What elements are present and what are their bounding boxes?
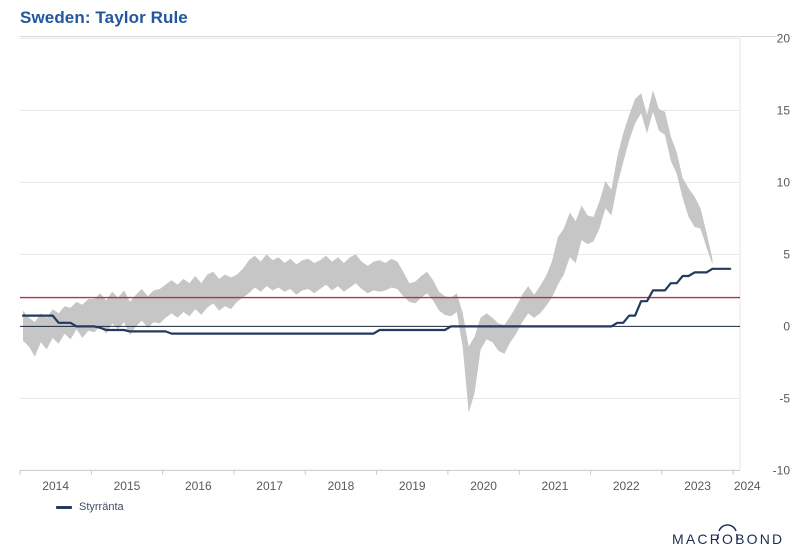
logo-orbit-dash-right-icon [735, 533, 739, 541]
svg-text:2017: 2017 [256, 479, 283, 493]
svg-text:20: 20 [777, 32, 791, 46]
svg-text:-5: -5 [779, 392, 790, 406]
svg-text:2020: 2020 [470, 479, 497, 493]
svg-text:5: 5 [783, 248, 790, 262]
svg-text:2014: 2014 [42, 479, 69, 493]
macrobond-logo-icon: MACROBOND [672, 524, 784, 547]
svg-text:-10: -10 [773, 464, 791, 478]
legend-line-icon [56, 505, 72, 509]
legend: Styrränta [56, 501, 124, 513]
macrobond-logo: MACROBOND [672, 524, 788, 555]
logo-orbit-arc-icon [718, 524, 737, 532]
logo-text: MACROBOND [672, 531, 784, 547]
svg-text:2024: 2024 [734, 479, 761, 493]
page-title: Sweden: Taylor Rule [20, 8, 188, 27]
svg-text:2018: 2018 [328, 479, 355, 493]
svg-text:10: 10 [777, 176, 791, 190]
svg-text:2019: 2019 [399, 479, 426, 493]
svg-text:15: 15 [777, 104, 791, 118]
svg-text:2015: 2015 [114, 479, 141, 493]
svg-text:2021: 2021 [542, 479, 569, 493]
logo-orbit-dash-left-icon [716, 533, 720, 541]
svg-text:2022: 2022 [613, 479, 640, 493]
legend-label: Styrränta [79, 501, 124, 513]
svg-text:2016: 2016 [185, 479, 212, 493]
svg-text:0: 0 [783, 320, 790, 334]
svg-text:2023: 2023 [684, 479, 711, 493]
title-divider [20, 36, 776, 37]
